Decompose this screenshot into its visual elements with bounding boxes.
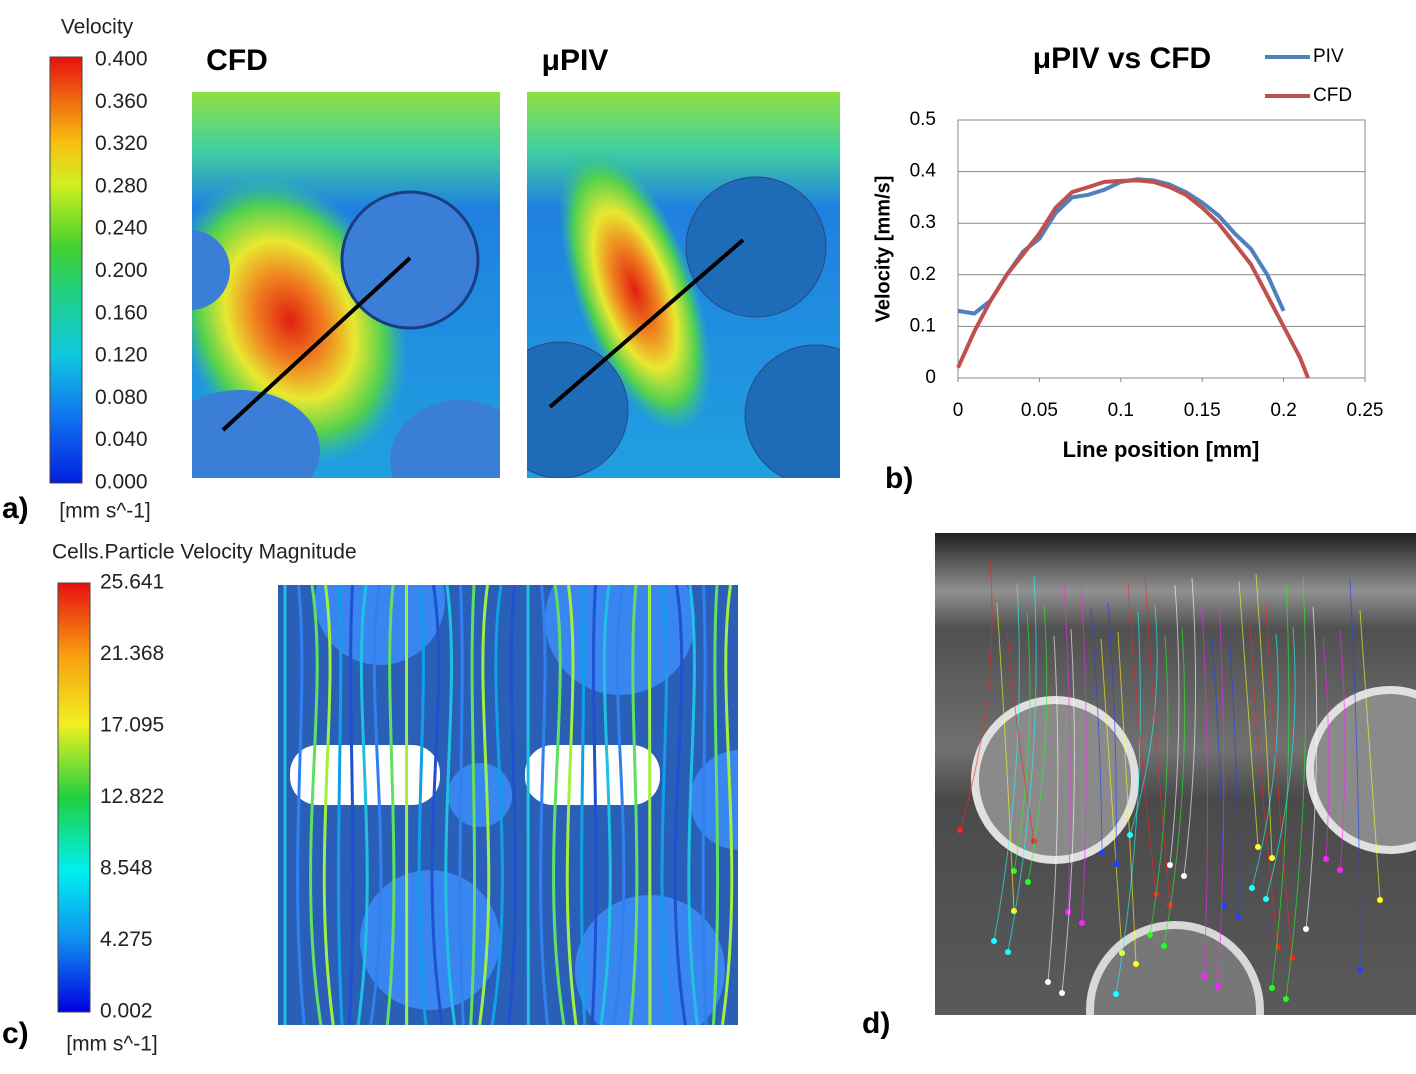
series-line [958,180,1308,378]
colorbar-label: 0.080 [95,386,148,409]
particle [1099,850,1105,856]
x-tick-label: 0.05 [1021,400,1058,421]
particle [1269,855,1275,861]
particle [1031,838,1037,844]
particle [957,827,963,833]
colorbar-label: 17.095 [100,714,164,737]
particle [1133,961,1139,967]
colorbar-label: 25.641 [100,571,164,594]
colorbar-label: 0.280 [95,174,148,197]
particle-image [935,533,1416,1069]
particle [1167,862,1173,868]
particle [1357,967,1363,973]
panel-label: a) [2,492,29,525]
piv-image [492,92,885,485]
particle [1113,861,1119,867]
colorbar [50,57,82,483]
panel-title: μPIV [542,44,609,77]
streamline [649,585,650,1025]
particle [1303,926,1309,932]
legend-label: CFD [1313,85,1352,106]
particle [1025,879,1031,885]
particle [1059,990,1065,996]
particle [1249,885,1255,891]
colorbar-label: 0.160 [95,301,148,324]
cfd-image [127,92,530,520]
colorbar-unit: [mm s^-1] [59,500,151,523]
colorbar-label: 0.400 [95,48,148,71]
particle [1065,909,1071,915]
particle [1161,943,1167,949]
colorbar-title: Cells.Particle Velocity Magnitude [52,541,357,564]
particle [1283,996,1289,1002]
colorbar-label: 0.002 [100,1000,153,1023]
chart-title: μPIV vs CFD [1033,42,1211,75]
particle [1201,973,1207,979]
colorbar-label: 0.120 [95,344,148,367]
particle [1147,932,1153,938]
y-axis-label: Velocity [mm/s] [872,176,894,323]
y-tick-label: 0.2 [910,264,936,285]
y-tick-label: 0.5 [910,109,936,130]
particle [991,938,997,944]
particle [1113,991,1119,997]
colorbar-label: 21.368 [100,642,164,665]
particle [1263,896,1269,902]
particle [1215,984,1221,990]
y-tick-label: 0.4 [910,161,937,182]
colorbar-label: 0.200 [95,259,148,282]
x-tick-label: 0.25 [1347,400,1384,421]
y-tick-label: 0.3 [910,212,936,233]
particle [1181,873,1187,879]
y-tick-label: 0.1 [910,315,936,336]
particle [1079,920,1085,926]
x-tick-label: 0.15 [1184,400,1221,421]
streamline-image [278,535,790,1045]
panel-title: CFD [206,44,268,77]
particle [1045,979,1051,985]
colorbar-label: 12.822 [100,785,164,808]
colorbar-title: Velocity [61,16,134,39]
particle [1235,914,1241,920]
colorbar-label: 0.240 [95,217,148,240]
colorbar-label: 0.040 [95,428,148,451]
colorbar-label: 4.275 [100,928,153,951]
x-tick-label: 0.2 [1270,400,1296,421]
particle [1127,832,1133,838]
panel-label: b) [885,462,913,495]
colorbar-label: 0.360 [95,90,148,113]
x-axis-label: Line position [mm] [1063,437,1260,462]
plot-frame [958,120,1365,378]
colorbar-label: 0.000 [95,471,148,494]
panel-label: d) [862,1007,890,1040]
colorbar-label: 0.320 [95,132,148,155]
particle [1255,844,1261,850]
x-tick-label: 0 [953,400,964,421]
particle [1269,985,1275,991]
particle [1323,856,1329,862]
line-chart: μPIV vs CFD Line position [mm] Velocity … [872,42,1383,462]
x-tick-label: 0.1 [1108,400,1134,421]
particle [1377,897,1383,903]
legend-label: PIV [1313,46,1344,67]
y-tick-label: 0 [925,367,936,388]
particle [1005,949,1011,955]
panel-label: c) [2,1017,29,1050]
particle [1337,867,1343,873]
particle [1289,955,1295,961]
colorbar-unit: [mm s^-1] [66,1033,158,1056]
colorbar [58,583,90,1012]
colorbar-label: 8.548 [100,857,153,880]
